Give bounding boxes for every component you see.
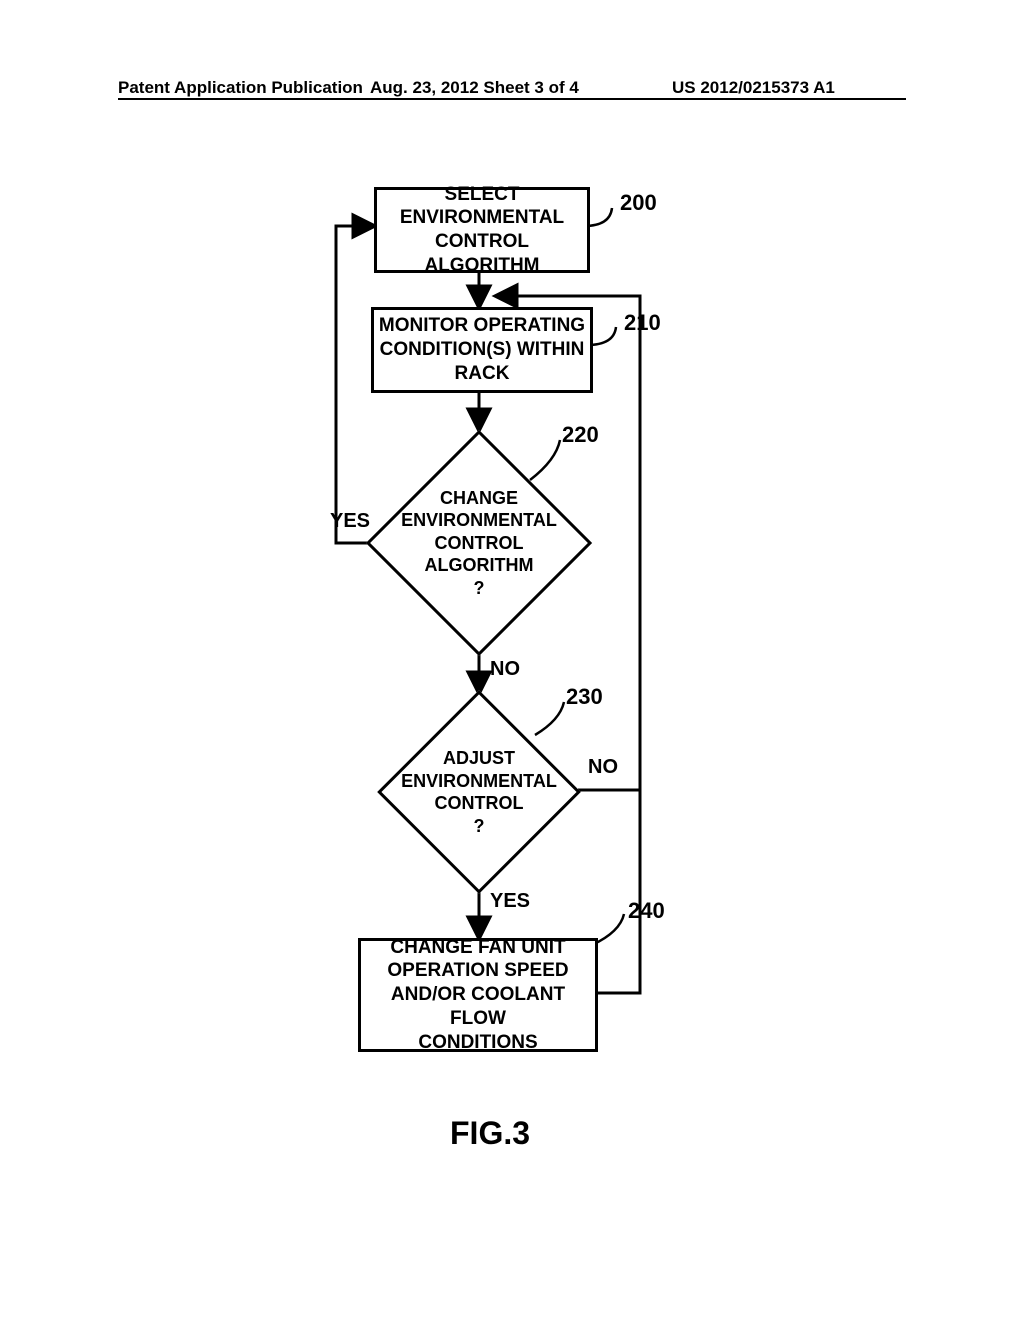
ref-220: 220	[562, 422, 599, 448]
ref-200: 200	[620, 190, 657, 216]
node-select-algorithm: SELECT ENVIRONMENTAL CONTROL ALGORITHM	[374, 187, 590, 273]
d220-no-label: NO	[490, 658, 520, 681]
decision-change-algorithm-label: CHANGE ENVIRONMENTAL CONTROL ALGORITHM ?	[366, 430, 592, 656]
ref-210: 210	[624, 310, 661, 336]
d230-yes-label: YES	[490, 890, 530, 913]
decision-adjust-control: ADJUST ENVIRONMENTAL CONTROL ?	[377, 690, 581, 894]
decision-adjust-control-label: ADJUST ENVIRONMENTAL CONTROL ?	[377, 690, 581, 894]
figure-label: FIG.3	[450, 1115, 530, 1152]
flowchart: SELECT ENVIRONMENTAL CONTROL ALGORITHM 2…	[0, 0, 1024, 1320]
page: Patent Application Publication Aug. 23, …	[0, 0, 1024, 1320]
node-monitor-conditions: MONITOR OPERATING CONDITION(S) WITHIN RA…	[371, 307, 593, 393]
ref-240: 240	[628, 898, 665, 924]
d220-yes-label: YES	[330, 510, 370, 533]
node-change-fan-speed: CHANGE FAN UNIT OPERATION SPEED AND/OR C…	[358, 938, 598, 1052]
decision-change-algorithm: CHANGE ENVIRONMENTAL CONTROL ALGORITHM ?	[366, 430, 592, 656]
d230-no-label: NO	[588, 756, 618, 779]
ref-230: 230	[566, 684, 603, 710]
